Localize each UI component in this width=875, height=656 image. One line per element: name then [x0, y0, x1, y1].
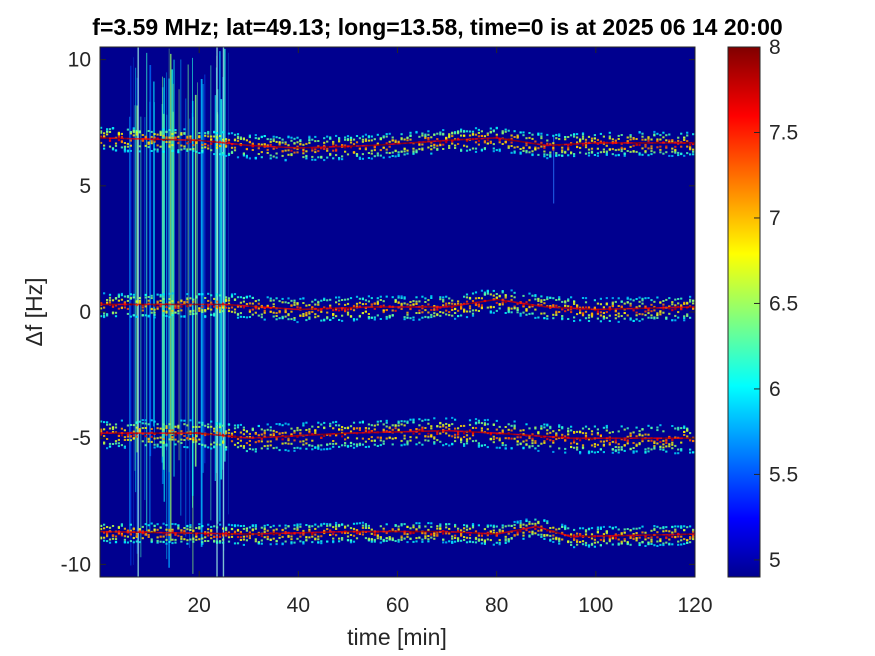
x-tick-label: 100	[578, 594, 613, 617]
colorbar-tick-label: 8	[769, 36, 781, 59]
signal-band	[100, 518, 695, 549]
y-tick-label: -10	[61, 553, 91, 576]
x-axis-label: time [min]	[347, 624, 447, 650]
colorbar-tick-label: 6	[769, 378, 781, 401]
signal-band	[100, 289, 695, 324]
signal-band	[100, 126, 695, 162]
y-axis-label: Δf [Hz]	[21, 277, 47, 346]
colorbar-tick-label: 7.5	[769, 121, 798, 144]
y-tick-label: 0	[79, 301, 91, 324]
chart-title: f=3.59 MHz; lat=49.13; long=13.58, time=…	[92, 14, 783, 40]
colorbar-tick-label: 7	[769, 207, 781, 230]
colorbar	[727, 46, 761, 578]
y-tick-label: 10	[68, 49, 91, 72]
x-tick-label: 40	[287, 594, 310, 617]
y-tick-label: -5	[72, 427, 91, 450]
y-tick-label: 5	[79, 175, 91, 198]
x-tick-label: 120	[677, 594, 712, 617]
signal-band	[100, 416, 695, 455]
colorbar-tick-label: 5.5	[769, 463, 798, 486]
x-tick-label: 80	[485, 594, 508, 617]
colorbar-tick-label: 6.5	[769, 292, 798, 315]
x-tick-label: 20	[187, 594, 210, 617]
colorbar-tick-label: 5	[769, 549, 781, 572]
x-tick-label: 60	[386, 594, 409, 617]
